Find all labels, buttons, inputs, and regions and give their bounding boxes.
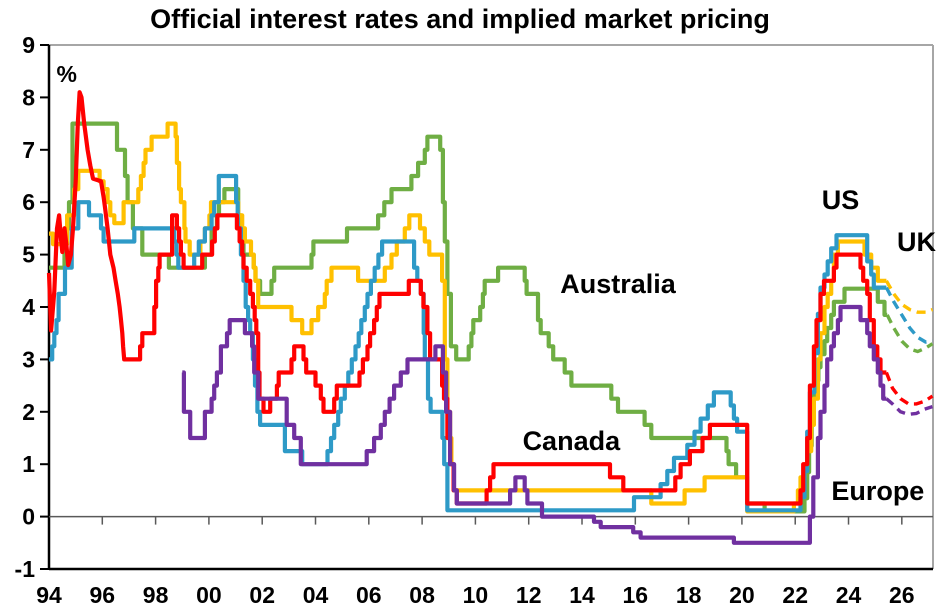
chart-title: Official interest rates and implied mark… — [150, 4, 770, 34]
x-tick-label: 06 — [356, 582, 382, 608]
series-line-us — [49, 173, 887, 513]
y-tick-label: 8 — [22, 84, 35, 110]
series-label-us: US — [822, 185, 860, 215]
x-tick-label: 24 — [836, 582, 862, 608]
x-tick-label: 02 — [249, 582, 275, 608]
x-tick-label: 96 — [90, 582, 116, 608]
y-tick-label: 4 — [22, 294, 35, 320]
y-tick-label: 0 — [22, 504, 35, 530]
series-implied-line-uk — [884, 279, 934, 314]
series-label-canada: Canada — [523, 426, 622, 456]
series-implied-line-us — [884, 286, 933, 344]
x-tick-label: 18 — [676, 582, 702, 608]
y-tick-label: 2 — [22, 399, 35, 425]
y-tick-label: 6 — [22, 189, 35, 215]
series-label-australia: Australia — [560, 269, 677, 299]
y-tick-label: 1 — [22, 451, 35, 477]
x-tick-label: 04 — [303, 582, 329, 608]
series-implied-line-europe — [885, 397, 934, 417]
x-tick-label: 16 — [623, 582, 649, 608]
x-tick-label: 08 — [409, 582, 435, 608]
x-tick-label: 14 — [569, 582, 595, 608]
series-implied-line-australia — [885, 314, 934, 354]
y-tick-label: -1 — [15, 556, 36, 582]
x-tick-label: 98 — [143, 582, 169, 608]
x-tick-label: 00 — [196, 582, 222, 608]
series-line-europe — [181, 304, 887, 545]
y-tick-label: 9 — [22, 32, 35, 58]
series-line-uk — [49, 121, 887, 514]
series-line-canada — [46, 90, 887, 506]
series-line-australia — [49, 121, 888, 514]
x-tick-label: 10 — [463, 582, 489, 608]
x-tick-label: 94 — [36, 582, 62, 608]
x-tick-label: 12 — [516, 582, 542, 608]
series-label-europe: Europe — [831, 476, 924, 506]
x-tick-label: 20 — [729, 582, 755, 608]
y-tick-label: 3 — [22, 346, 35, 372]
series-label-uk: UK — [897, 227, 936, 257]
x-tick-label: 26 — [889, 582, 915, 608]
series-implied-line-canada — [884, 371, 934, 406]
x-tick-label: 22 — [782, 582, 808, 608]
y-tick-label: 7 — [22, 137, 35, 163]
unit-label: % — [56, 61, 76, 87]
y-tick-label: 5 — [22, 242, 35, 268]
